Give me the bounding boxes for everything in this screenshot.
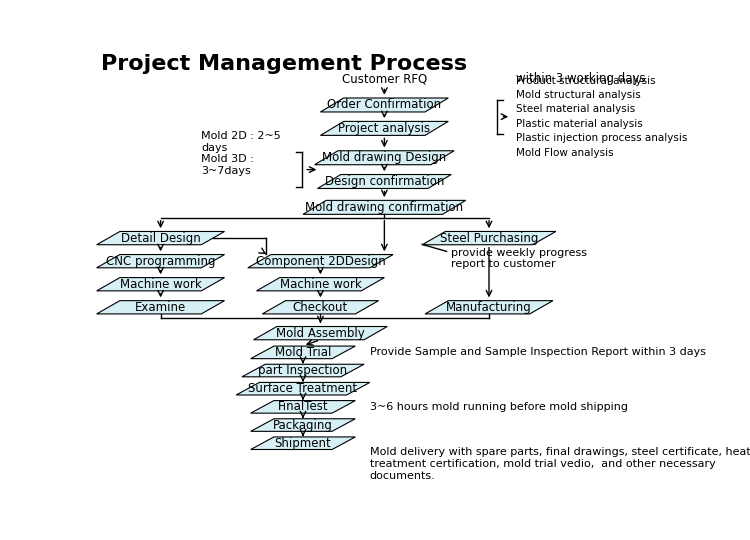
Text: Customer RFQ: Customer RFQ xyxy=(342,73,427,86)
Polygon shape xyxy=(251,346,356,359)
Text: 3~6 hours mold running before mold shipping: 3~6 hours mold running before mold shipp… xyxy=(370,402,628,412)
Polygon shape xyxy=(248,254,393,268)
Polygon shape xyxy=(317,174,452,188)
Text: Mold 2D : 2~5
days
Mold 3D :
3~7days: Mold 2D : 2~5 days Mold 3D : 3~7days xyxy=(201,131,281,176)
Text: Mold delivery with spare parts, final drawings, steel certificate, heat
treatmen: Mold delivery with spare parts, final dr… xyxy=(370,448,750,481)
Polygon shape xyxy=(254,327,387,340)
Text: Provide Sample and Sample Inspection Report within 3 days: Provide Sample and Sample Inspection Rep… xyxy=(370,347,706,357)
Polygon shape xyxy=(97,301,224,314)
Text: Design confirmation: Design confirmation xyxy=(325,175,444,188)
Text: FinalTest: FinalTest xyxy=(278,400,328,414)
Text: Mold drawing confirmation: Mold drawing confirmation xyxy=(305,201,464,214)
Polygon shape xyxy=(251,418,356,431)
Text: Mold Trial: Mold Trial xyxy=(274,346,332,359)
Polygon shape xyxy=(251,401,356,413)
Polygon shape xyxy=(251,437,356,449)
Polygon shape xyxy=(97,232,224,245)
Text: Checkout: Checkout xyxy=(292,301,348,314)
Polygon shape xyxy=(315,151,454,165)
Text: provide weekly progress
report to customer: provide weekly progress report to custom… xyxy=(451,247,586,269)
Polygon shape xyxy=(422,232,556,245)
Text: Manufacturing: Manufacturing xyxy=(446,301,532,314)
Text: Component 2DDesign: Component 2DDesign xyxy=(256,255,386,268)
Text: Project Management Process: Project Management Process xyxy=(100,53,466,73)
Text: Machine work: Machine work xyxy=(120,278,202,291)
Text: Steel Purchasing: Steel Purchasing xyxy=(440,232,538,245)
Polygon shape xyxy=(320,122,448,136)
Polygon shape xyxy=(425,301,553,314)
Text: part Inspection: part Inspection xyxy=(259,364,347,377)
Polygon shape xyxy=(97,254,224,268)
Polygon shape xyxy=(236,382,370,395)
Polygon shape xyxy=(242,364,364,377)
Text: within 3 working days: within 3 working days xyxy=(516,72,645,85)
Text: Examine: Examine xyxy=(135,301,186,314)
Text: Mold Assembly: Mold Assembly xyxy=(276,327,364,340)
Text: CNC programming: CNC programming xyxy=(106,255,215,268)
Text: Shipment: Shipment xyxy=(274,437,332,450)
Text: Mold drawing Design: Mold drawing Design xyxy=(322,151,446,164)
Text: Surface Treatment: Surface Treatment xyxy=(248,382,358,395)
Polygon shape xyxy=(256,278,384,291)
Polygon shape xyxy=(97,278,224,291)
Text: Machine work: Machine work xyxy=(280,278,362,291)
Text: Packaging: Packaging xyxy=(273,418,333,431)
Text: Detail Design: Detail Design xyxy=(121,232,200,245)
Text: Product structural analysis
Mold structural analysis
Steel material analysis
Pla: Product structural analysis Mold structu… xyxy=(516,76,687,158)
Polygon shape xyxy=(262,301,379,314)
Polygon shape xyxy=(320,98,448,112)
Text: Project analysis: Project analysis xyxy=(338,122,430,135)
Polygon shape xyxy=(303,200,466,214)
Text: Order Confirmation: Order Confirmation xyxy=(327,98,442,111)
